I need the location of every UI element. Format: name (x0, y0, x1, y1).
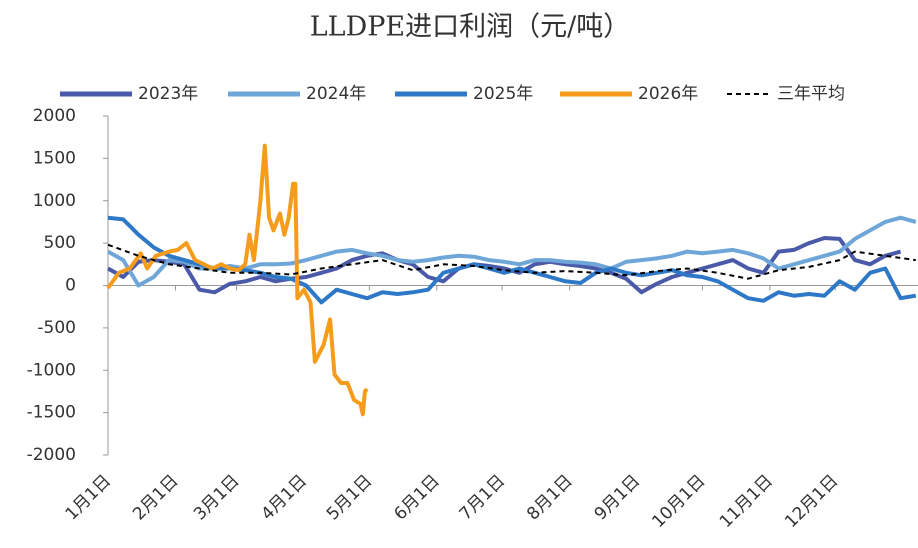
y-tick-label: 1500 (33, 148, 76, 168)
x-tick-label: 2月1日 (129, 471, 182, 524)
y-tick-label: 0 (65, 276, 76, 296)
x-tick-label: 9月1日 (591, 471, 644, 524)
legend-label: 三年平均 (777, 84, 845, 104)
x-tick-label: 3月1日 (190, 471, 243, 524)
legend-label: 2024年 (306, 84, 366, 104)
y-tick-label: -1500 (27, 403, 76, 423)
series-line (107, 236, 902, 295)
legend-label: 2025年 (473, 84, 533, 104)
series-line (107, 243, 916, 280)
series-line (107, 215, 917, 305)
legend-label: 2026年 (638, 84, 698, 104)
y-tick-label: 500 (44, 233, 76, 253)
x-tick-label: 5月1日 (323, 471, 376, 524)
x-tick-label: 8月1日 (523, 471, 576, 524)
x-tick-label: 12月1日 (781, 471, 842, 532)
legend-label: 2023年 (138, 84, 198, 104)
x-tick-label: 1月1日 (62, 471, 115, 524)
y-tick-label: 1000 (33, 191, 76, 211)
y-tick-label: -500 (37, 318, 76, 338)
y-tick-label: -2000 (27, 445, 76, 465)
chart-title: LLDPE进口利润（元/吨） (310, 12, 630, 43)
x-tick-label: 10月1日 (648, 471, 709, 532)
y-tick-label: -1000 (27, 360, 76, 380)
x-tick-label: 11月1日 (716, 471, 777, 532)
x-tick-label: 4月1日 (258, 471, 311, 524)
x-tick-label: 6月1日 (390, 471, 443, 524)
y-tick-label: 2000 (33, 106, 76, 126)
series-line (106, 143, 369, 417)
x-tick-label: 7月1日 (456, 471, 509, 524)
